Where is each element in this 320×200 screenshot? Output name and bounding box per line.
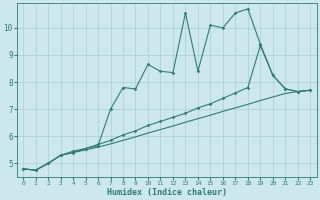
X-axis label: Humidex (Indice chaleur): Humidex (Indice chaleur) (107, 188, 227, 197)
